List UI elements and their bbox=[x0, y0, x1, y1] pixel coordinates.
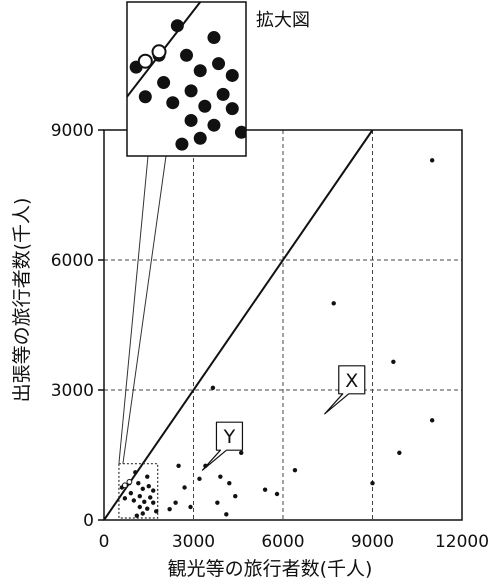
data-point bbox=[429, 418, 435, 423]
data-point bbox=[133, 470, 138, 475]
inset-point bbox=[207, 31, 221, 45]
data-point bbox=[140, 511, 145, 516]
callout-bubble bbox=[324, 365, 366, 415]
inset-plot bbox=[127, 2, 246, 151]
data-point bbox=[146, 484, 151, 489]
inset-point bbox=[207, 118, 221, 132]
inset-point bbox=[180, 48, 193, 62]
data-point bbox=[173, 500, 178, 505]
inset-connector bbox=[118, 155, 149, 464]
inset-point bbox=[184, 113, 198, 127]
data-point bbox=[429, 158, 435, 163]
y-ticks: 0 3000 6000 9000 bbox=[51, 121, 104, 531]
data-point bbox=[145, 506, 150, 511]
data-point bbox=[331, 301, 336, 306]
inset-point-open bbox=[151, 44, 167, 60]
data-point bbox=[167, 506, 172, 512]
data-point bbox=[391, 359, 396, 365]
inset-frame bbox=[126, 1, 247, 157]
data-point bbox=[224, 512, 229, 517]
callout-label: Y bbox=[223, 426, 236, 448]
data-point bbox=[182, 485, 187, 490]
inset-point bbox=[225, 102, 239, 116]
y-axis-label: 出張等の旅行者数(千人) bbox=[11, 198, 33, 403]
x-tick-label: 12000 bbox=[435, 532, 489, 552]
data-point-open bbox=[126, 478, 133, 485]
y-tick-label: 9000 bbox=[51, 121, 94, 141]
zoom-region bbox=[118, 463, 159, 519]
inset-connector bbox=[122, 155, 167, 464]
inset-point bbox=[166, 96, 180, 110]
data-point bbox=[136, 480, 141, 486]
data-point bbox=[188, 504, 193, 510]
inset-point bbox=[216, 87, 230, 101]
data-point bbox=[274, 491, 280, 497]
data-point bbox=[154, 509, 159, 514]
x-tick-label: 9000 bbox=[351, 532, 394, 552]
data-point bbox=[148, 495, 153, 500]
reference-line bbox=[103, 129, 374, 521]
data-point bbox=[197, 476, 202, 482]
plot-frame bbox=[103, 129, 463, 521]
x-axis-label: 観光等の旅行者数(千人) bbox=[168, 558, 373, 580]
data-point bbox=[140, 486, 145, 491]
inset-point bbox=[193, 64, 207, 78]
annotations: XY bbox=[201, 365, 366, 471]
inset-point bbox=[157, 76, 171, 90]
data-point bbox=[176, 463, 181, 469]
callout-label: X bbox=[345, 370, 358, 392]
inset-point bbox=[138, 90, 152, 104]
x-tick-label: 3000 bbox=[172, 532, 215, 552]
y-tick-label: 3000 bbox=[51, 381, 94, 401]
data-point bbox=[397, 450, 402, 456]
data-point-open bbox=[121, 482, 128, 489]
inset-point bbox=[175, 137, 189, 151]
data-point bbox=[151, 500, 156, 505]
inset-point-open bbox=[137, 53, 153, 69]
x-tick-label: 6000 bbox=[261, 532, 304, 552]
data-point bbox=[215, 500, 220, 505]
data-point bbox=[122, 496, 128, 501]
data-point bbox=[210, 385, 216, 391]
inset-point bbox=[225, 68, 239, 82]
data-point bbox=[262, 487, 268, 492]
inset-point bbox=[198, 99, 212, 113]
data-point bbox=[218, 474, 223, 479]
data-point bbox=[292, 467, 298, 473]
grid bbox=[104, 130, 462, 520]
data-point bbox=[370, 480, 375, 486]
callout-bubble bbox=[201, 421, 244, 471]
inset-point bbox=[234, 125, 246, 139]
data-point bbox=[131, 498, 137, 503]
inset-point bbox=[184, 84, 198, 98]
inset-point bbox=[170, 19, 184, 33]
inset bbox=[118, 1, 247, 464]
data-point bbox=[137, 493, 142, 499]
data-point bbox=[233, 493, 238, 499]
data-point bbox=[239, 450, 244, 456]
data-point bbox=[142, 499, 147, 504]
x-tick-label: 0 bbox=[99, 532, 110, 552]
inset-reference-line bbox=[127, 2, 202, 99]
inset-point bbox=[212, 57, 226, 71]
data-point bbox=[227, 480, 232, 486]
inset-point bbox=[193, 131, 207, 145]
data-points bbox=[119, 158, 435, 518]
data-point bbox=[151, 488, 156, 493]
y-tick-label: 6000 bbox=[51, 251, 94, 271]
x-ticks: 0 3000 6000 9000 12000 bbox=[99, 532, 489, 552]
data-point bbox=[134, 513, 140, 518]
y-tick-label: 0 bbox=[83, 511, 94, 531]
data-point bbox=[128, 490, 134, 496]
inset-label: 拡大図 bbox=[256, 10, 310, 31]
data-point bbox=[137, 504, 142, 510]
data-point bbox=[145, 474, 150, 479]
